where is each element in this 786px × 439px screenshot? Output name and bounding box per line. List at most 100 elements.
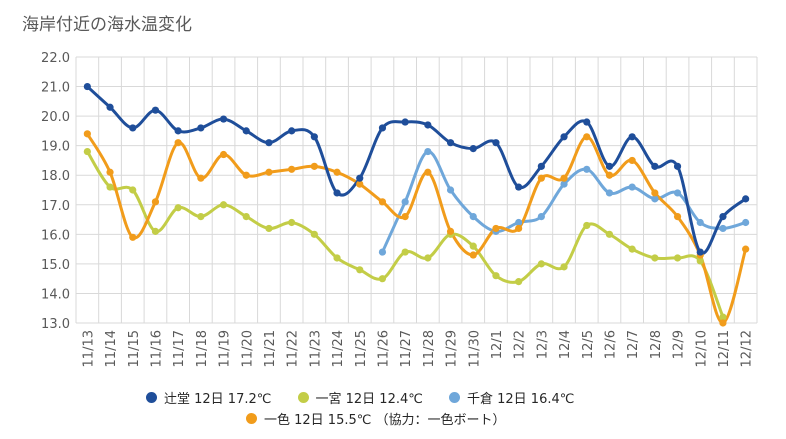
- data-point-1-23: [605, 230, 614, 238]
- x-tick-label: 11/23: [308, 330, 323, 367]
- data-point-3-2: [129, 233, 137, 241]
- data-point-3-29: [742, 245, 750, 253]
- data-point-2-14: [401, 198, 409, 206]
- legend-marker: [146, 392, 157, 403]
- data-point-2-16: [446, 186, 455, 194]
- x-tick-label: 11/14: [104, 330, 119, 367]
- data-point-3-25: [651, 189, 659, 197]
- data-point-0-5: [197, 124, 205, 132]
- data-point-1-27: [696, 257, 704, 265]
- legend-marker: [297, 392, 309, 403]
- data-point-0-24: [628, 133, 636, 141]
- x-tick-label: 11/17: [172, 330, 187, 367]
- data-point-3-4: [174, 139, 182, 147]
- x-tick-label: 12/10: [694, 330, 709, 367]
- legend-item-chikura[interactable]: 千倉 12日 16.4℃: [449, 388, 574, 407]
- x-tick-label: 11/18: [195, 330, 210, 367]
- data-point-3-3: [151, 198, 160, 206]
- data-point-1-15: [424, 254, 432, 262]
- data-point-3-7: [242, 171, 250, 179]
- data-point-0-4: [174, 127, 182, 135]
- data-point-3-1: [106, 168, 114, 176]
- x-tick-label: 12/1: [490, 330, 505, 359]
- x-tick-label: 11/27: [399, 330, 414, 367]
- data-point-1-5: [197, 213, 205, 221]
- data-point-0-8: [265, 139, 273, 147]
- x-tick-label: 12/8: [649, 330, 664, 359]
- data-point-0-6: [219, 115, 228, 123]
- data-point-0-14: [401, 118, 409, 126]
- data-point-3-20: [537, 174, 545, 182]
- data-point-2-23: [605, 189, 614, 197]
- x-tick-label: 11/20: [240, 330, 255, 367]
- data-point-3-23: [605, 171, 614, 179]
- data-point-0-9: [288, 127, 296, 135]
- legend-item-isshiki[interactable]: 一色 12日 15.5℃ （協力：一色ボート）: [246, 409, 505, 428]
- x-tick-label: 11/30: [467, 330, 482, 367]
- data-point-1-18: [492, 272, 500, 280]
- data-point-1-6: [219, 201, 228, 209]
- data-point-1-25: [651, 254, 659, 262]
- data-point-2-28: [719, 224, 727, 233]
- data-point-0-13: [378, 124, 387, 132]
- data-point-0-12: [356, 174, 364, 182]
- chart-title: 海岸付近の海水温変化: [22, 15, 192, 35]
- data-point-0-15: [424, 121, 432, 129]
- data-point-1-9: [288, 218, 296, 227]
- data-point-1-4: [174, 204, 182, 212]
- data-point-0-11: [333, 189, 341, 197]
- x-tick-label: 11/16: [149, 330, 164, 367]
- data-point-3-16: [446, 227, 455, 235]
- x-tick-label: 11/24: [331, 330, 346, 367]
- data-point-3-13: [378, 198, 387, 206]
- y-tick-labels: 13.0 14.0 15.0 16.0 17.0 18.0 19.0 20.0 21.0 22.0: [41, 51, 70, 332]
- data-point-0-23: [605, 162, 614, 170]
- x-tick-label: 12/11: [717, 330, 732, 367]
- data-point-1-2: [129, 186, 137, 194]
- data-point-0-18: [492, 139, 500, 147]
- y-tick-label: 20.0: [41, 110, 70, 125]
- data-point-2-26: [673, 189, 682, 197]
- x-tick-label: 11/19: [218, 330, 233, 367]
- legend-item-ichinomiya[interactable]: 一宮 12日 12.4℃: [297, 388, 423, 407]
- y-tick-label: 22.0: [41, 51, 70, 66]
- data-point-0-17: [469, 145, 477, 153]
- data-point-2-15: [424, 147, 432, 156]
- y-tick-label: 21.0: [41, 81, 70, 96]
- legend-item-tsujido[interactable]: 辻堂 12日 17.2℃: [146, 388, 271, 407]
- series-points: [83, 82, 750, 327]
- y-tick-label: 18.0: [41, 169, 70, 184]
- data-point-1-10: [310, 230, 318, 238]
- data-point-3-12: [356, 180, 364, 188]
- data-point-3-17: [469, 251, 477, 259]
- data-point-2-17: [469, 213, 477, 221]
- y-tick-label: 17.0: [41, 199, 70, 214]
- x-tick-label: 12/6: [603, 330, 618, 359]
- data-point-1-12: [356, 266, 364, 274]
- x-tick-label: 11/26: [376, 330, 391, 367]
- data-point-1-17: [469, 242, 477, 250]
- y-tick-label: 14.0: [41, 287, 70, 302]
- data-point-2-29: [742, 218, 750, 227]
- legend-label: 千倉 12日 16.4℃: [467, 392, 575, 407]
- legend-label: 辻堂 12日 17.2℃: [164, 392, 272, 407]
- data-point-0-0: [83, 82, 91, 91]
- data-point-1-0: [83, 147, 91, 156]
- data-point-2-19: [515, 218, 523, 227]
- x-tick-label: 12/4: [558, 330, 573, 359]
- data-point-1-28: [719, 313, 727, 321]
- data-point-0-19: [515, 183, 523, 191]
- x-tick-label: 11/28: [422, 330, 437, 367]
- x-tick-label: 12/7: [626, 330, 641, 359]
- data-point-1-14: [401, 248, 409, 256]
- data-point-3-26: [673, 213, 682, 221]
- data-point-1-11: [333, 254, 341, 262]
- data-point-0-1: [106, 103, 114, 111]
- data-point-3-18: [492, 224, 500, 233]
- data-point-3-0: [83, 130, 91, 138]
- series-line-3: [85, 132, 748, 325]
- data-point-3-14: [401, 213, 409, 221]
- data-point-1-22: [583, 221, 591, 230]
- legend-row-1: 辻堂 12日 17.2℃ 一宮 12日 12.4℃ 千倉 12日 16.4℃: [146, 388, 596, 407]
- data-point-1-7: [242, 213, 250, 221]
